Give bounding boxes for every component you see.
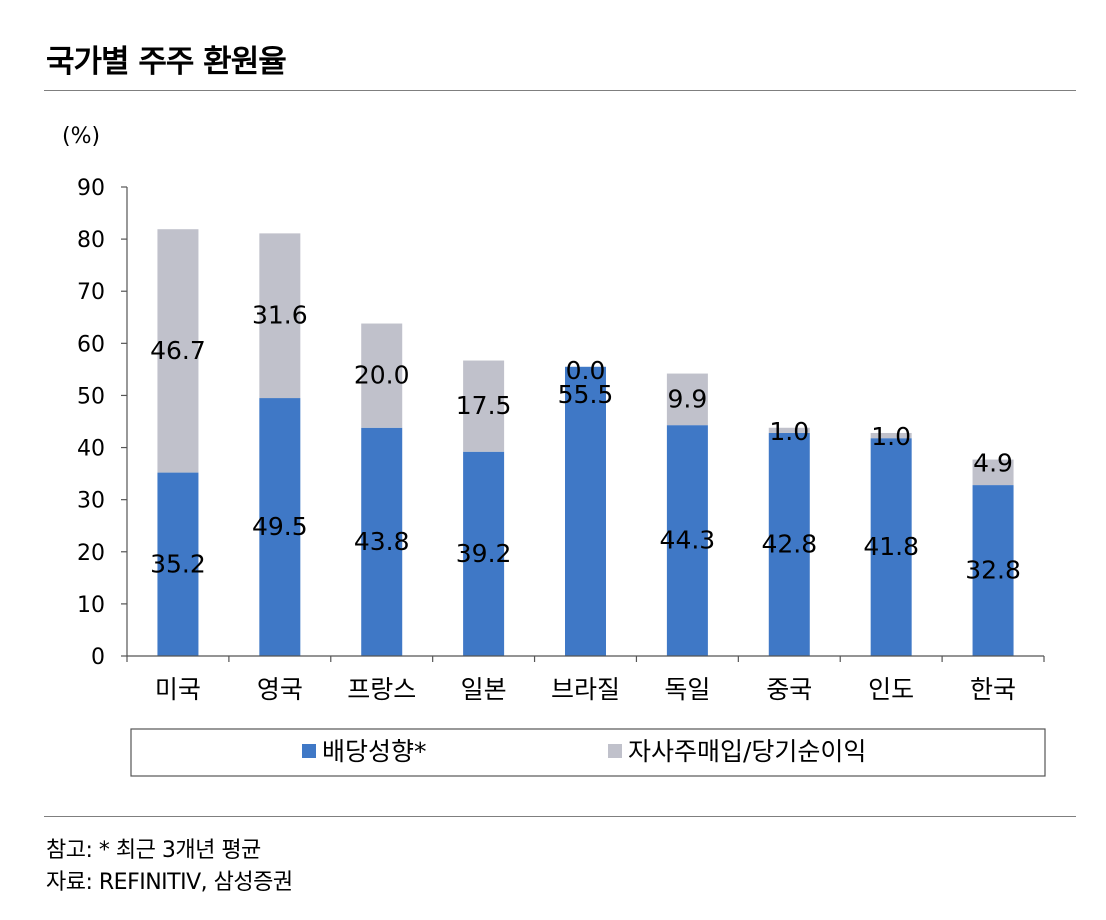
y-tick-label: 50: [77, 384, 105, 409]
data-label: 44.3: [660, 526, 716, 555]
legend-label: 배당성향*: [322, 737, 427, 766]
bar-buyback: [666, 373, 708, 426]
bar-buyback: [157, 229, 199, 473]
data-label: 49.5: [252, 512, 308, 541]
x-tick-label: 브라질: [551, 675, 620, 704]
notes-divider: [44, 816, 1076, 817]
data-label: 17.5: [456, 391, 512, 420]
y-tick-label: 60: [77, 332, 105, 357]
y-tick-label: 80: [77, 228, 105, 253]
y-tick-label: 30: [77, 489, 105, 514]
bar-dividend: [565, 366, 606, 656]
page-title: 국가별 주주 환원율: [46, 44, 287, 80]
legend-swatch: [302, 744, 316, 758]
bars-layer: [157, 229, 1014, 656]
bar-dividend: [666, 425, 708, 656]
data-label: 4.9: [973, 449, 1013, 478]
legend-box: [130, 728, 1046, 777]
bar-dividend: [768, 432, 810, 656]
x-tick-label: 프랑스: [347, 675, 416, 704]
y-tick-label: 40: [77, 437, 105, 462]
data-label: 1.0: [769, 417, 809, 446]
title-divider: [44, 90, 1076, 91]
data-label: 55.5: [558, 380, 614, 409]
data-label: 9.9: [668, 384, 708, 413]
y-tick-label: 70: [77, 280, 105, 305]
bar-dividend: [870, 438, 912, 656]
axes-layer: (%) 0 10 20 30 40 50 60 70 80 90 미국 영국 프랑스 일본 브라질 독일 중국 인도…: [62, 124, 1045, 704]
y-tick-label: 90: [77, 176, 105, 201]
legend-label: 자사주매입/당기순이익: [628, 737, 866, 766]
bar-buyback: [870, 432, 912, 439]
data-label: 31.6: [252, 301, 308, 330]
data-label: 1.0: [871, 422, 911, 451]
y-tick-label: 10: [77, 593, 105, 618]
data-label: 42.8: [761, 529, 817, 558]
y-tick-label: 20: [77, 541, 105, 566]
bar-buyback: [259, 233, 301, 399]
x-tick-label: 일본: [461, 675, 507, 704]
bar-dividend: [259, 398, 301, 656]
footnote-reference: 참고: * 최근 3개년 평균: [46, 838, 261, 863]
x-tick-label: 미국: [155, 675, 201, 704]
data-label: 35.2: [150, 549, 206, 578]
data-label: 41.8: [863, 532, 919, 561]
bar-buyback: [463, 360, 505, 452]
bar-buyback: [972, 459, 1014, 486]
legend-swatch: [608, 744, 622, 758]
stacked-bar-chart: (%) 0 10 20 30 40 50 60 70 80 90 미국 영국 프랑스 일본 브라질 독일 중국 인도…: [62, 124, 1046, 777]
footnote-source: 자료: REFINITIV, 삼성증권: [46, 870, 293, 895]
legend: 배당성향* 자사주매입/당기순이익: [130, 728, 1046, 777]
data-label: 46.7: [150, 336, 206, 365]
data-label: 0.0: [566, 356, 606, 385]
data-label: 39.2: [456, 539, 512, 568]
bar-buyback: [361, 323, 403, 428]
x-tick-label: 한국: [970, 675, 1016, 704]
bar-dividend: [972, 485, 1014, 656]
bar-buyback: [768, 427, 810, 433]
x-tick-label: 인도: [868, 675, 914, 704]
data-label: 43.8: [354, 527, 410, 556]
bar-dividend: [157, 472, 199, 656]
y-axis-title: (%): [62, 124, 100, 149]
data-label: 32.8: [965, 556, 1021, 585]
data-labels-layer: 35.2 46.7 49.5 31.6 43.8 20.0 39.2 17.5 55.50.0 4…: [150, 301, 1021, 585]
x-tick-label: 독일: [664, 675, 710, 704]
x-tick-label: 중국: [766, 675, 812, 704]
x-tick-label: 영국: [257, 675, 303, 704]
data-label: 20.0: [354, 361, 410, 390]
bar-dividend: [463, 451, 505, 656]
y-tick-label: 0: [91, 645, 105, 670]
bar-dividend: [361, 427, 403, 656]
